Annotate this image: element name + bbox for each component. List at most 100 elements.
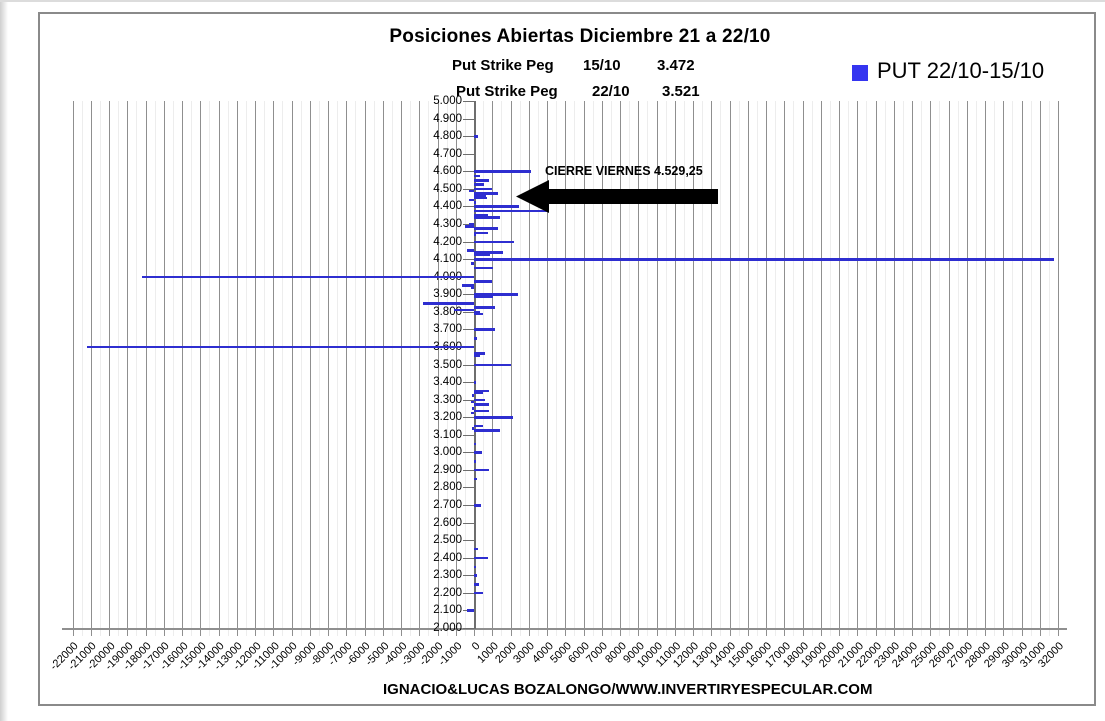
minor-gridline: [209, 101, 211, 636]
window-top-edge: [0, 0, 1105, 2]
open-interest-bar: [474, 170, 531, 173]
x-axis-line: [62, 628, 1067, 630]
y-tick-label: 3.400: [433, 376, 462, 389]
major-gridline: [255, 101, 256, 636]
minor-gridline: [373, 101, 375, 636]
open-interest-bar: [474, 266, 493, 270]
open-interest-bar: [474, 354, 481, 358]
peg1-label: Put Strike Peg: [452, 57, 554, 74]
minor-gridline: [665, 101, 667, 636]
open-interest-bar: [474, 187, 493, 191]
open-interest-bar: [474, 574, 478, 577]
open-interest-bar: [474, 293, 518, 296]
y-tick-label: 2.800: [433, 481, 462, 494]
minor-gridline: [337, 101, 339, 636]
open-interest-bar: [471, 286, 474, 290]
major-gridline: [510, 101, 512, 636]
minor-gridline: [994, 101, 996, 636]
y-tick-label: 3.300: [433, 393, 462, 406]
open-interest-bar: [474, 403, 490, 406]
minor-gridline: [592, 101, 594, 636]
major-gridline: [145, 101, 147, 636]
major-gridline: [766, 101, 767, 636]
open-interest-bar: [474, 442, 476, 446]
y-tick-mark: [463, 364, 474, 366]
open-interest-bar: [471, 427, 474, 430]
major-gridline: [492, 101, 494, 636]
open-interest-bar: [474, 424, 483, 428]
minor-gridline: [154, 101, 156, 636]
minor-gridline: [136, 101, 138, 636]
minor-gridline: [811, 101, 813, 636]
minor-gridline: [610, 101, 612, 636]
open-interest-bar: [474, 556, 488, 560]
major-gridline: [747, 101, 749, 636]
major-gridline: [127, 101, 129, 636]
y-tick-mark: [463, 522, 474, 524]
y-tick-mark: [463, 417, 474, 419]
minor-gridline: [939, 101, 941, 636]
y-tick-label: 4.700: [433, 147, 462, 160]
minor-gridline: [629, 101, 631, 636]
minor-gridline: [191, 101, 193, 636]
major-gridline: [1003, 101, 1005, 636]
y-tick-mark: [463, 382, 474, 384]
open-interest-bar: [474, 565, 476, 569]
minor-gridline: [921, 101, 923, 636]
minor-gridline: [81, 101, 83, 636]
minor-gridline: [793, 101, 795, 636]
minor-gridline: [318, 101, 320, 636]
y-tick-label: 4.300: [433, 217, 462, 230]
minor-gridline: [738, 101, 740, 636]
major-gridline: [985, 101, 986, 636]
minor-gridline: [264, 101, 266, 636]
open-interest-bar: [474, 240, 515, 244]
open-interest-bar: [474, 389, 490, 393]
open-interest-bar: [474, 306, 495, 309]
major-gridline: [966, 101, 968, 636]
peg2-date: 22/10: [592, 83, 630, 100]
major-gridline: [382, 101, 384, 636]
peg2-value: 3.521: [662, 83, 700, 100]
open-interest-bar: [474, 468, 490, 472]
major-gridline: [291, 101, 293, 636]
chart-title: Posiciones Abiertas Diciembre 21 a 22/10: [389, 26, 771, 47]
open-interest-bar: [474, 409, 490, 413]
minor-gridline: [410, 101, 412, 636]
open-interest-bar: [474, 194, 487, 197]
y-tick-label: 4.600: [433, 165, 462, 178]
minor-gridline: [829, 101, 831, 636]
open-interest-bar: [474, 205, 520, 208]
minor-gridline: [647, 101, 649, 636]
minor-gridline: [866, 101, 868, 636]
minor-gridline: [902, 101, 904, 636]
minor-gridline: [1048, 101, 1050, 636]
major-gridline: [528, 101, 530, 636]
major-gridline: [565, 101, 567, 636]
minor-gridline: [282, 101, 284, 636]
window-left-edge: [0, 0, 8, 721]
minor-gridline: [848, 101, 850, 636]
minor-gridline: [683, 101, 685, 636]
open-interest-bar: [474, 209, 548, 213]
minor-gridline: [884, 101, 886, 636]
minor-gridline: [391, 101, 393, 636]
open-interest-bar: [422, 302, 474, 305]
open-interest-bar: [471, 394, 474, 397]
major-gridline: [455, 101, 457, 636]
close-price-annotation: CIERRE VIERNES 4.529,25: [545, 164, 703, 178]
open-interest-bar: [471, 411, 474, 415]
minor-gridline: [245, 101, 247, 636]
open-interest-bar: [474, 310, 481, 314]
open-interest-bar: [474, 391, 483, 395]
legend-swatch-icon: [852, 65, 868, 81]
major-gridline: [547, 101, 548, 636]
major-gridline: [328, 101, 329, 636]
minor-gridline: [556, 101, 558, 636]
major-gridline: [401, 101, 402, 636]
major-gridline: [948, 101, 950, 636]
minor-gridline: [227, 101, 229, 636]
minor-gridline: [355, 101, 357, 636]
